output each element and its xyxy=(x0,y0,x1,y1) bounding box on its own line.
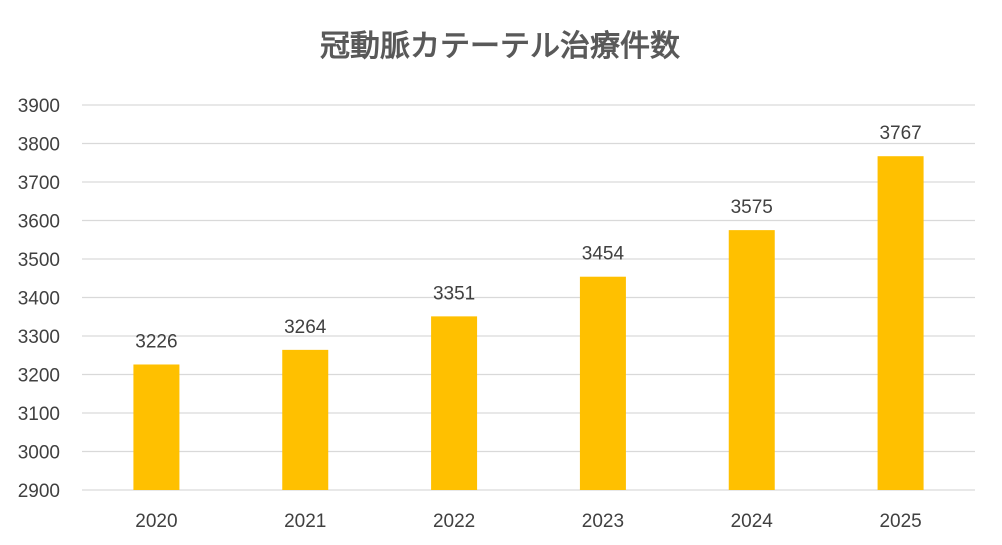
data-label-2021: 3264 xyxy=(284,317,327,338)
bar-2023 xyxy=(579,276,626,490)
data-label-2025: 3767 xyxy=(879,123,921,144)
y-tick-label: 3100 xyxy=(18,404,60,425)
y-tick-label: 3900 xyxy=(18,96,60,117)
y-tick-label: 3600 xyxy=(18,212,60,233)
x-tick-label-2024: 2024 xyxy=(731,511,774,532)
y-tick-label: 3300 xyxy=(18,327,60,348)
y-tick-label: 2900 xyxy=(18,481,60,502)
data-label-2022: 3351 xyxy=(433,283,475,304)
data-label-2020: 3226 xyxy=(135,331,177,352)
y-axis-tick-labels: 3900 3800 3700 3600 3500 3400 3300 3200 3100 3000… xyxy=(18,96,60,502)
bar-2020 xyxy=(133,364,180,490)
gridlines xyxy=(82,104,975,491)
x-axis-tick-labels: 2020 2021 2022 2023 2024 2025 xyxy=(135,511,921,532)
y-tick-label: 3200 xyxy=(18,366,60,387)
y-tick-label: 3400 xyxy=(18,289,60,310)
y-tick-label: 3000 xyxy=(18,443,60,464)
bars xyxy=(133,156,924,490)
data-label-2023: 3454 xyxy=(582,244,625,265)
x-tick-label-2020: 2020 xyxy=(135,511,177,532)
bar-2021 xyxy=(282,349,329,490)
bar-2022 xyxy=(431,316,478,490)
bar-2025 xyxy=(877,156,924,490)
chart-title: 冠動脈カテーテル治療件数 xyxy=(320,29,681,64)
x-tick-label-2021: 2021 xyxy=(284,511,326,532)
data-labels: 3226 3264 3351 3454 3575 3767 xyxy=(135,123,921,352)
y-tick-label: 3800 xyxy=(18,135,60,156)
data-label-2024: 3575 xyxy=(731,197,773,218)
bar-2024 xyxy=(728,230,775,490)
y-tick-label: 3700 xyxy=(18,173,60,194)
x-tick-label-2022: 2022 xyxy=(433,511,475,532)
y-tick-label: 3500 xyxy=(18,250,60,271)
x-tick-label-2025: 2025 xyxy=(879,511,921,532)
x-tick-label-2023: 2023 xyxy=(582,511,624,532)
